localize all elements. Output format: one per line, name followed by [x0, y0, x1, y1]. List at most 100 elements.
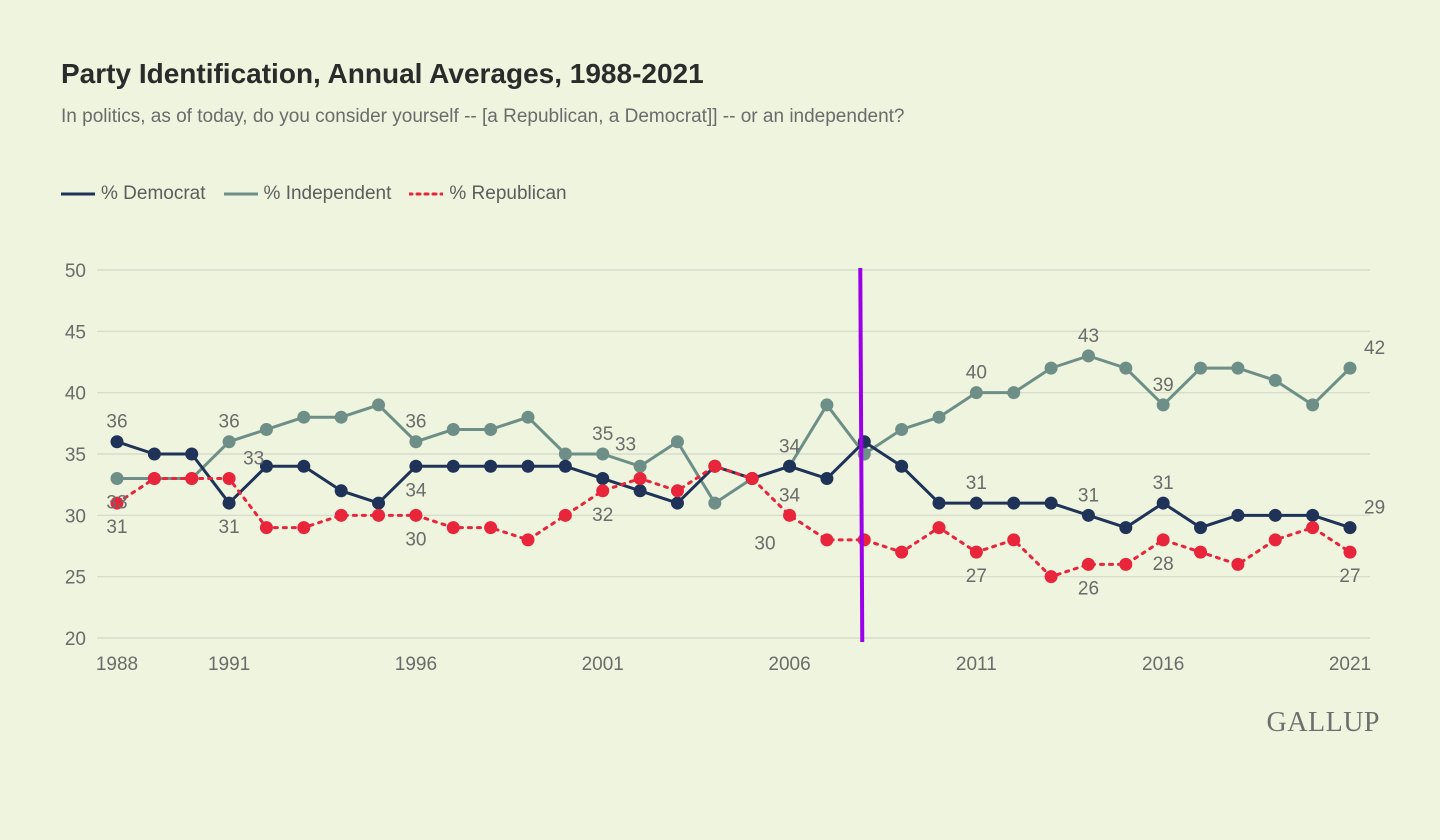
y-tick-label-50: 50	[65, 261, 86, 282]
point-democrat-2001	[596, 472, 610, 486]
series-line-republican	[115, 464, 1352, 579]
point-independent-1997	[446, 422, 460, 436]
point-democrat-1997	[446, 459, 460, 473]
point-independent-2012	[1007, 386, 1021, 400]
point-republican-2005	[745, 472, 759, 486]
point-democrat-2018	[1231, 508, 1245, 522]
series-line-democrat	[116, 440, 1351, 530]
point-republican-2004	[708, 459, 722, 473]
x-tick-label-1996: 1996	[395, 654, 437, 675]
point-republican-2019	[1268, 533, 1282, 547]
point-democrat-1995	[372, 496, 386, 510]
legend-label-democrat: % Democrat	[101, 183, 206, 204]
point-democrat-1993	[297, 459, 311, 473]
point-republican-2017	[1194, 545, 1208, 559]
point-republican-1991	[222, 472, 236, 486]
point-republican-1999	[521, 533, 535, 547]
point-independent-2007	[820, 398, 834, 412]
gallup-logo: GALLUP	[1266, 707, 1380, 738]
point-republican-2007	[820, 533, 834, 547]
data-label-republican-2014: 26	[1078, 578, 1099, 599]
data-label-democrat-1991: 31	[219, 517, 240, 538]
point-republican-2016	[1156, 533, 1170, 547]
point-democrat-1992	[259, 459, 273, 473]
point-democrat-2011	[969, 496, 983, 510]
point-republican-2010	[932, 521, 946, 535]
data-label-democrat-2014: 31	[1078, 485, 1099, 506]
point-democrat-1990	[185, 447, 199, 461]
point-independent-2017	[1194, 361, 1208, 375]
data-label-democrat-2011: 31	[966, 473, 987, 494]
point-democrat-2015	[1119, 521, 1133, 535]
point-democrat-2010	[932, 496, 946, 510]
data-label-independent-2001: 35	[592, 424, 613, 445]
data-label-independent-2021: 42	[1364, 338, 1385, 359]
point-independent-1995	[372, 398, 386, 412]
point-democrat-2007	[820, 472, 834, 486]
data-label-independent-1996: 36	[405, 412, 426, 433]
point-independent-1993	[297, 410, 311, 424]
point-republican-1990	[185, 472, 199, 486]
data-label-democrat-2016: 31	[1153, 473, 1174, 494]
series-line-independent	[117, 354, 1352, 505]
y-tick-label-20: 20	[65, 629, 86, 650]
point-republican-2013	[1044, 570, 1058, 584]
point-democrat-2006	[783, 459, 797, 473]
legend-item-independent[interactable]: % Independent	[223, 183, 391, 205]
point-republican-1996	[409, 508, 423, 522]
data-label-republican-1991: 33	[243, 449, 264, 470]
point-democrat-2016	[1156, 496, 1170, 510]
legend-item-democrat[interactable]: % Democrat	[61, 183, 206, 205]
point-republican-2018	[1231, 557, 1245, 571]
x-tick-label-2011: 2011	[956, 654, 997, 675]
point-independent-2018	[1231, 361, 1245, 375]
point-democrat-2000	[558, 459, 572, 473]
data-label-republican-1988: 31	[106, 517, 127, 538]
x-tick-label-2006: 2006	[768, 654, 810, 675]
point-republican-2020	[1306, 521, 1320, 535]
point-republican-2015	[1119, 557, 1133, 571]
data-label-republican-1996: 30	[405, 529, 426, 550]
y-tick-label-25: 25	[65, 568, 86, 589]
data-label-republican-2001: 32	[592, 505, 613, 526]
point-republican-2009	[895, 545, 909, 559]
point-republican-2003	[670, 484, 684, 498]
point-independent-2020	[1306, 398, 1320, 412]
data-label-independent-1988: 33	[106, 493, 127, 514]
data-label-independent-2006: 34	[779, 436, 801, 457]
point-democrat-1998	[484, 459, 498, 473]
point-independent-2003	[670, 435, 684, 449]
data-label-independent-2002: 33	[615, 434, 636, 455]
point-independent-2010	[932, 410, 946, 424]
point-democrat-1988	[110, 435, 124, 449]
data-label-independent-2014: 43	[1078, 326, 1099, 347]
y-tick-label-30: 30	[65, 506, 86, 527]
point-republican-1993	[297, 521, 311, 535]
data-label-democrat-1996: 34	[405, 480, 427, 501]
point-democrat-2020	[1306, 508, 1320, 522]
data-label-democrat-2021: 29	[1364, 498, 1385, 519]
point-democrat-2003	[670, 496, 684, 510]
y-tick-label-35: 35	[65, 445, 86, 466]
point-republican-2014	[1081, 557, 1095, 571]
legend-swatch-democrat	[61, 192, 95, 196]
point-independent-1996	[409, 435, 423, 449]
point-republican-1997	[446, 521, 460, 535]
data-label-republican-2011: 27	[966, 566, 987, 587]
legend-item-republican[interactable]: % Republican	[409, 183, 567, 205]
x-tick-label-1991: 1991	[208, 654, 250, 675]
point-independent-2019	[1268, 373, 1282, 387]
data-label-democrat-1988: 36	[106, 412, 127, 433]
point-independent-1994	[334, 410, 348, 424]
data-label-republican-2006: 34	[779, 485, 801, 506]
point-independent-1988	[110, 472, 124, 486]
legend-swatch-independent	[223, 192, 258, 196]
y-tick-label-45: 45	[65, 322, 86, 343]
y-tick-label-40: 40	[65, 384, 86, 405]
point-democrat-2014	[1081, 508, 1095, 522]
point-independent-2011	[969, 386, 983, 400]
point-republican-2011	[969, 545, 983, 559]
point-republican-2002	[633, 472, 647, 486]
point-republican-1989	[147, 472, 161, 486]
